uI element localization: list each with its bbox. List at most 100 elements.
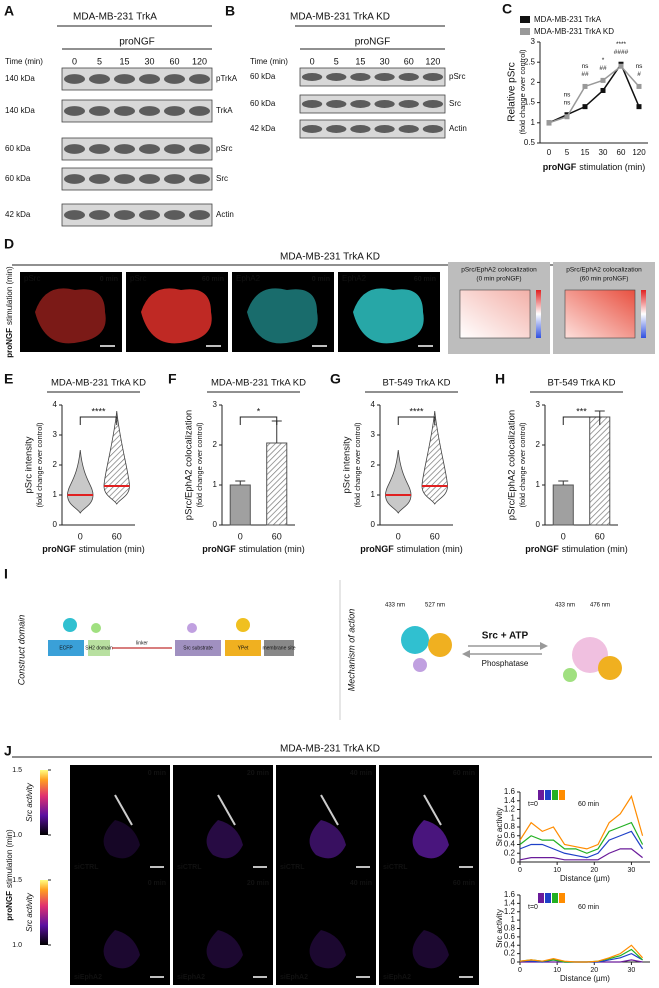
- y-tick-label: 3: [536, 400, 541, 409]
- blot-band: [374, 73, 395, 81]
- y-label-part: stimulation (min): [5, 829, 14, 888]
- line-scan: [423, 794, 442, 826]
- cell: [103, 820, 140, 859]
- x-tick-label: 0: [547, 148, 552, 157]
- x-axis-label-part: proNGF: [543, 162, 577, 172]
- point: [546, 120, 552, 126]
- condition-label: siCTRL: [383, 864, 408, 871]
- profile-line: [519, 821, 644, 854]
- point: [636, 83, 642, 89]
- y-tick-label: 0: [53, 520, 58, 529]
- sensor: [401, 626, 429, 654]
- y-axis-label: pSrc intensity: [24, 436, 35, 493]
- panel-letter: A: [4, 3, 14, 19]
- y-tick-label: 0: [213, 520, 218, 529]
- significance: *: [257, 406, 261, 416]
- legend-label: 60 min: [578, 904, 599, 911]
- colorbar-label: Src activity: [25, 892, 34, 932]
- y-tick-label: 1.5: [524, 98, 536, 107]
- cell: [206, 930, 243, 969]
- panel-letter: G: [330, 371, 341, 387]
- cell: [35, 288, 106, 344]
- legend-swatch: [520, 16, 530, 23]
- blot-band: [374, 125, 395, 133]
- bar: [589, 416, 611, 526]
- blot-band: [114, 144, 135, 154]
- blot-band: [164, 210, 185, 220]
- y-tick-label: 0: [511, 857, 516, 866]
- significance-bracket: [79, 416, 118, 425]
- kda-label: 42 kDa: [5, 210, 31, 219]
- kda-label: 60 kDa: [250, 99, 276, 108]
- violin: [103, 410, 130, 505]
- profile-line: [519, 794, 644, 850]
- time-value: 120: [192, 56, 207, 66]
- domain-box: [175, 640, 221, 656]
- treatment-label: proNGF: [119, 37, 155, 48]
- blot-band: [189, 74, 210, 84]
- blot-band: [374, 100, 395, 108]
- time-value: 0: [72, 56, 77, 66]
- legend-label: 60 min: [578, 801, 599, 808]
- time-label: 60 min: [202, 276, 224, 283]
- significance: *: [602, 57, 605, 64]
- wavelength: 527 nm: [425, 603, 445, 609]
- panel-title: BT-549 TrkA KD: [547, 378, 615, 389]
- time-value: 15: [119, 56, 129, 66]
- y-tick-label: 2: [531, 78, 536, 87]
- bar: [266, 442, 288, 526]
- y-axis-label: Relative pSrc: [507, 62, 518, 121]
- blot-band: [139, 144, 160, 154]
- y-tick-label: 1: [536, 480, 541, 489]
- condition-label: siEphA2: [74, 974, 102, 981]
- y-label: proNGF stimulation (min): [5, 266, 14, 358]
- arrowhead: [462, 650, 470, 658]
- time-value: 60: [404, 56, 414, 66]
- x-tick-label: 60: [617, 148, 626, 157]
- domain-label: SH2 domain: [85, 645, 113, 651]
- blot-band: [164, 174, 185, 184]
- significance: ####: [614, 49, 629, 56]
- y-tick-label: 1: [511, 813, 516, 822]
- blot-band: [89, 174, 110, 184]
- cell: [309, 820, 346, 859]
- blot-membrane: [299, 67, 446, 87]
- sensor: [563, 668, 577, 682]
- y-tick-label: 1.4: [504, 898, 516, 907]
- domain-label: YPet: [238, 645, 249, 651]
- significance-bracket: [562, 416, 601, 425]
- blot-band: [422, 125, 444, 133]
- caption: Construct domain: [16, 615, 26, 686]
- time-label: 60 min: [453, 770, 475, 777]
- y-tick-label: 1.2: [504, 805, 516, 814]
- bar: [229, 484, 251, 526]
- legend-swatch: [552, 790, 558, 800]
- y-tick-label: 2: [213, 440, 218, 449]
- blot-band: [114, 106, 135, 116]
- coloc-scale: [536, 290, 541, 338]
- legend-swatch: [559, 893, 565, 903]
- y-axis-label: pSrc intensity: [342, 436, 353, 493]
- cell: [412, 930, 449, 969]
- blot-band: [89, 210, 110, 220]
- protein-icon: [63, 618, 77, 632]
- colorbar-tick-label: 1.0: [12, 942, 22, 949]
- coloc-subtitle: (60 min proNGF): [580, 276, 629, 283]
- line-scan: [114, 794, 133, 826]
- wavelength: 476 nm: [590, 603, 610, 609]
- x-tick-label: 0: [518, 867, 522, 874]
- point: [636, 104, 642, 110]
- sensor: [428, 633, 452, 657]
- condition-label: siEphA2: [280, 974, 308, 981]
- y-axis-label: pSrc/EphA2 colocalization: [184, 410, 195, 520]
- error-bar: [235, 480, 246, 485]
- blot-band: [189, 174, 210, 184]
- point: [618, 63, 624, 69]
- x-tick-label: 30: [599, 148, 608, 157]
- protein-label: Actin: [216, 210, 234, 219]
- x-axis-label: Distance (µm): [560, 974, 610, 983]
- point: [564, 114, 570, 120]
- legend-swatch: [552, 893, 558, 903]
- blot-band: [301, 100, 323, 108]
- cell: [206, 820, 243, 859]
